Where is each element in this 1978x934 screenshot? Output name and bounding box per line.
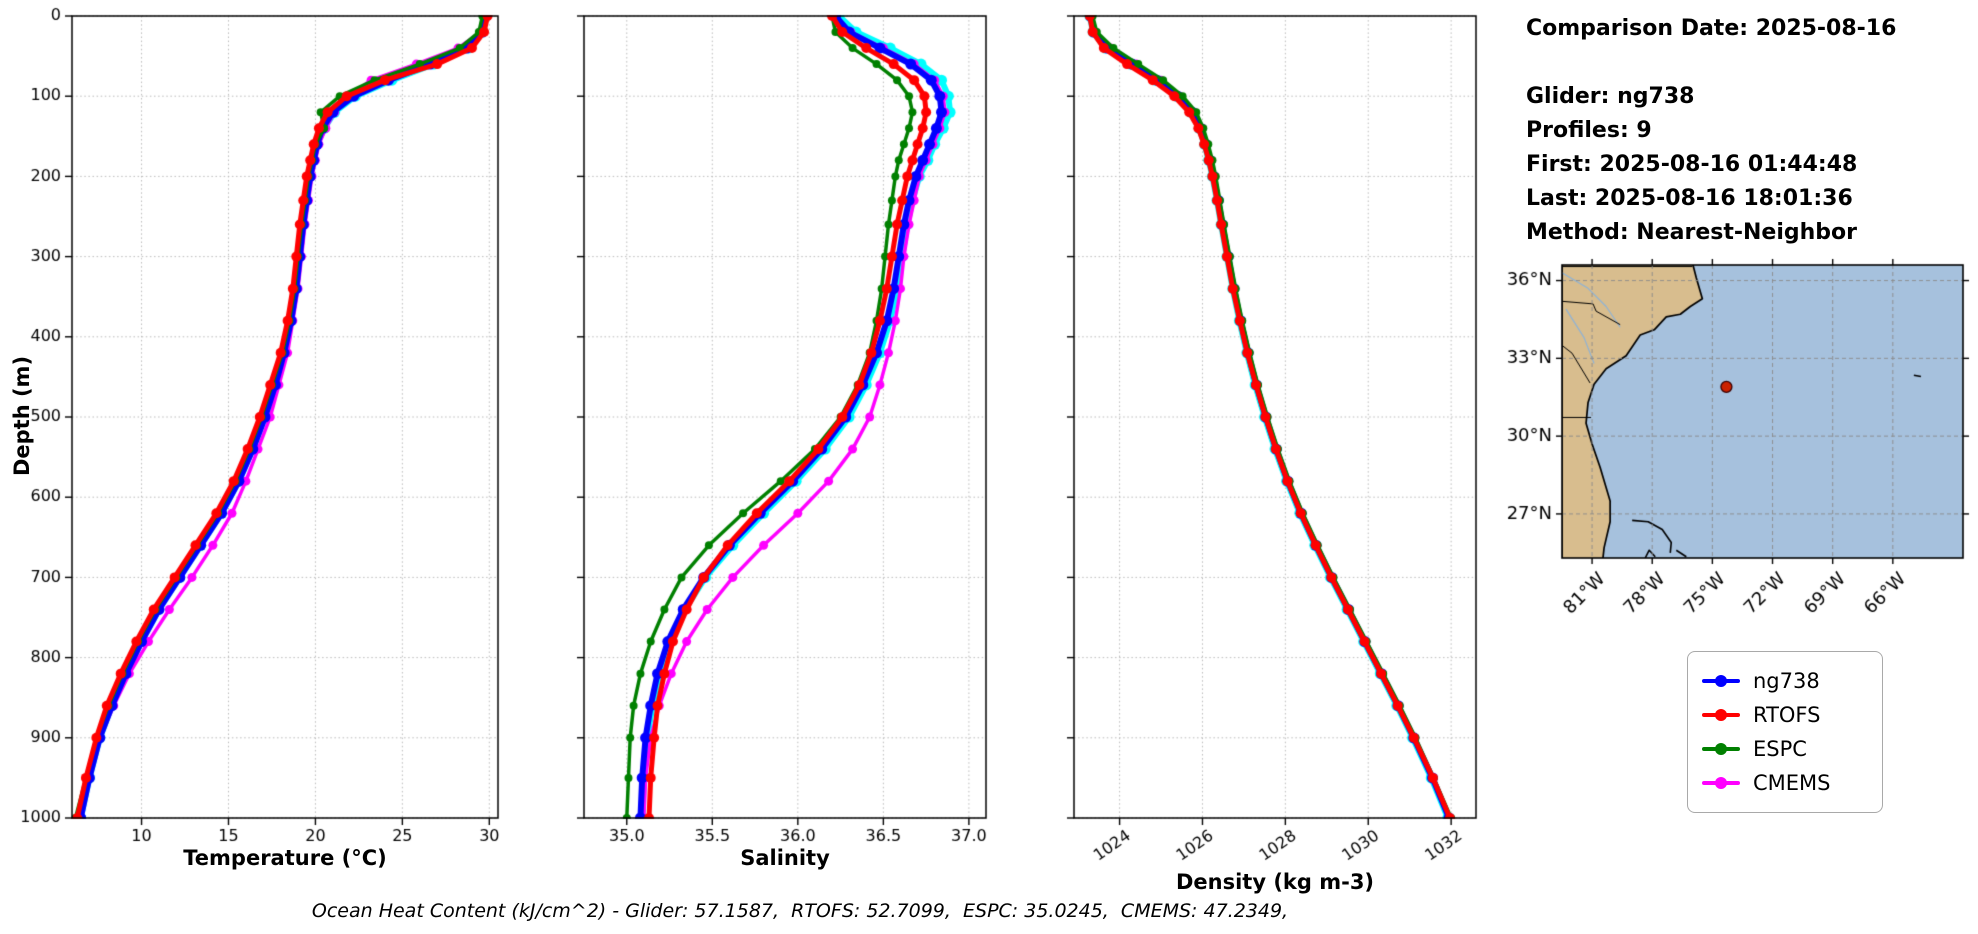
legend-label: CMEMS — [1753, 771, 1831, 795]
legend-line-swatch — [1702, 777, 1740, 789]
legend-item-rtofs: RTOFS — [1702, 698, 1868, 732]
legend-marker-dot — [1715, 743, 1727, 755]
legend-line-swatch — [1702, 743, 1740, 755]
info-glider: Glider: ng738 — [1526, 84, 1695, 109]
info-comparison-date: Comparison Date: 2025-08-16 — [1526, 16, 1897, 41]
legend: ng738 RTOFS ESPC CMEMS — [1687, 651, 1883, 813]
info-method: Method: Nearest-Neighbor — [1526, 220, 1857, 245]
x-axis-label-temperature: Temperature (°C) — [183, 846, 387, 870]
comparison-info-block: Comparison Date: 2025-08-16 Glider: ng73… — [1526, 12, 1896, 250]
ocean-heat-content-caption: Ocean Heat Content (kJ/cm^2) - Glider: 5… — [311, 900, 1289, 922]
legend-label: ng738 — [1753, 669, 1820, 693]
legend-line-swatch — [1702, 675, 1740, 687]
legend-item-ng738: ng738 — [1702, 664, 1868, 698]
info-profiles: Profiles: 9 — [1526, 118, 1652, 143]
legend-label: RTOFS — [1753, 703, 1821, 727]
legend-marker-dot — [1715, 675, 1727, 687]
info-last: Last: 2025-08-16 18:01:36 — [1526, 186, 1853, 211]
legend-marker-dot — [1715, 777, 1727, 789]
info-first: First: 2025-08-16 01:44:48 — [1526, 152, 1858, 177]
legend-item-espc: ESPC — [1702, 732, 1868, 766]
legend-line-swatch — [1702, 709, 1740, 721]
x-axis-label-salinity: Salinity — [740, 846, 830, 870]
legend-item-cmems: CMEMS — [1702, 766, 1868, 800]
info-spacer — [1526, 46, 1896, 80]
x-axis-label-density: Density (kg m-3) — [1175, 870, 1375, 894]
legend-marker-dot — [1715, 709, 1727, 721]
y-axis-label-depth: Depth (m) — [10, 355, 34, 477]
legend-label: ESPC — [1753, 737, 1807, 761]
